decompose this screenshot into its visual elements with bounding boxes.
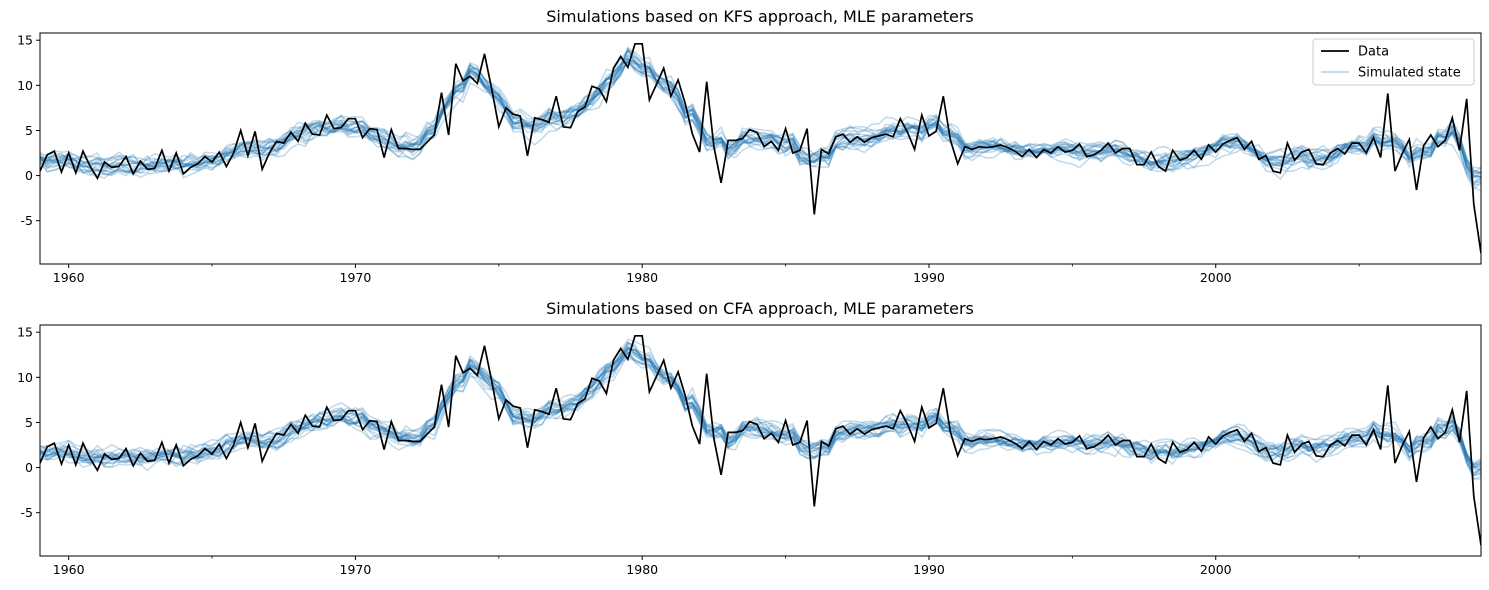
simulated-state-line bbox=[40, 60, 1481, 186]
simulated-state-group bbox=[40, 46, 1481, 193]
chart-title-cfa: Simulations based on CFA approach, MLE p… bbox=[546, 299, 974, 318]
simulated-state-line bbox=[40, 348, 1481, 481]
simulated-state-line bbox=[40, 48, 1481, 175]
y-tick-label: 5 bbox=[25, 123, 33, 138]
y-tick-label: -5 bbox=[21, 505, 33, 520]
legend: Data Simulated state bbox=[1312, 38, 1475, 86]
simulated-state-line bbox=[40, 46, 1481, 175]
simulated-state-line bbox=[40, 347, 1481, 466]
x-tick-label: 2000 bbox=[1200, 562, 1232, 577]
axes-frame bbox=[39, 324, 1482, 557]
simulated-state-line bbox=[40, 345, 1481, 468]
simulated-state-line bbox=[40, 54, 1481, 183]
data-series-line bbox=[40, 334, 1481, 546]
y-tick-label: 5 bbox=[25, 415, 33, 430]
x-tick-label: 1970 bbox=[340, 562, 372, 577]
axes-frame bbox=[39, 32, 1482, 265]
simulated-state-line bbox=[40, 57, 1481, 174]
y-tick-label: 10 bbox=[17, 78, 33, 93]
legend-box bbox=[1312, 38, 1475, 86]
y-tick-label: 15 bbox=[17, 325, 33, 340]
simulated-state-line bbox=[40, 353, 1481, 465]
simulated-state-line bbox=[40, 352, 1481, 468]
y-tick-label: -5 bbox=[21, 213, 33, 228]
simulated-state-line bbox=[40, 46, 1481, 180]
legend-sim-label: Simulated state bbox=[1358, 66, 1461, 81]
x-tick-label: 1980 bbox=[626, 270, 658, 285]
simulated-state-line bbox=[40, 347, 1481, 475]
simulated-state-line bbox=[40, 60, 1481, 193]
chart-title-kfs: Simulations based on KFS approach, MLE p… bbox=[546, 7, 974, 26]
simulated-state-line bbox=[40, 57, 1481, 187]
plot-cfa: -5 0 5 10 15 1960 1970 1980 1990 2000 bbox=[17, 324, 1482, 577]
legend-data-label: Data bbox=[1358, 45, 1389, 60]
simulated-state-line bbox=[40, 357, 1481, 469]
simulated-state-line bbox=[40, 351, 1481, 475]
y-tick-label: 0 bbox=[25, 460, 33, 475]
x-tick-label: 1960 bbox=[53, 270, 85, 285]
simulated-state-line bbox=[40, 352, 1481, 468]
x-tick-label: 2000 bbox=[1200, 270, 1232, 285]
x-tick-label: 1990 bbox=[913, 270, 945, 285]
simulated-state-line bbox=[40, 342, 1481, 478]
y-tick-label: 0 bbox=[25, 168, 33, 183]
simulated-state-line bbox=[40, 345, 1481, 466]
data-series-line bbox=[40, 42, 1481, 254]
x-tick-label: 1990 bbox=[913, 562, 945, 577]
y-tick-label: 15 bbox=[17, 33, 33, 48]
simulated-state-line bbox=[40, 49, 1481, 179]
x-tick-label: 1970 bbox=[340, 270, 372, 285]
simulated-state-group bbox=[40, 338, 1481, 481]
x-tick-label: 1960 bbox=[53, 562, 85, 577]
simulated-state-line bbox=[40, 57, 1481, 191]
simulated-state-line bbox=[40, 49, 1481, 184]
x-tick-label: 1980 bbox=[626, 562, 658, 577]
simulated-state-line bbox=[40, 59, 1481, 180]
simulated-state-line bbox=[40, 342, 1481, 473]
plot-kfs: -5 0 5 10 15 1960 1970 1980 1990 2000 Data Simulate… bbox=[17, 32, 1482, 285]
simulated-state-line bbox=[40, 348, 1481, 476]
simulated-state-line bbox=[40, 60, 1481, 176]
y-tick-label: 10 bbox=[17, 370, 33, 385]
simulated-state-line bbox=[40, 49, 1481, 176]
